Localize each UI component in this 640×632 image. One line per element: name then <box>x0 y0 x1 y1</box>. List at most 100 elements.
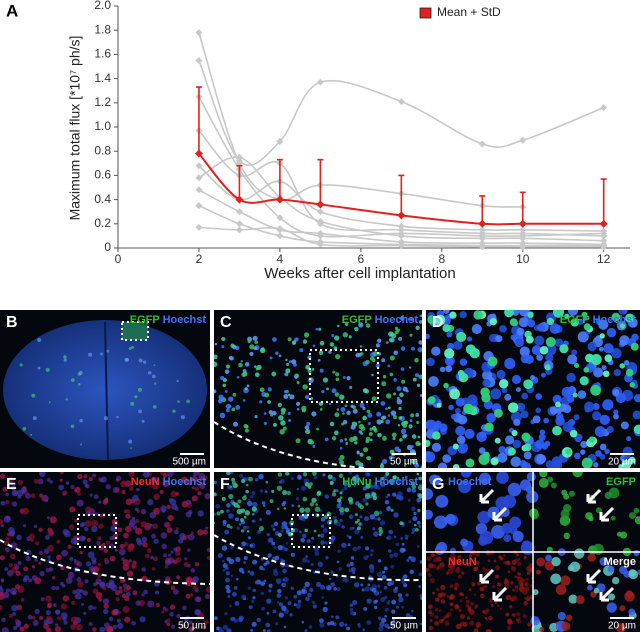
cell <box>599 557 609 566</box>
cell <box>362 388 368 393</box>
cell <box>65 577 73 584</box>
cell <box>0 578 5 582</box>
marker <box>195 223 203 231</box>
cell <box>258 473 264 480</box>
cell <box>185 593 191 599</box>
cell <box>78 535 86 542</box>
cell <box>454 604 460 610</box>
cell <box>416 383 421 387</box>
cell <box>141 593 145 597</box>
cell <box>517 561 522 566</box>
cell <box>523 379 534 390</box>
cell <box>39 493 44 498</box>
cell <box>313 529 317 533</box>
cell <box>5 492 9 497</box>
cell <box>442 324 451 333</box>
micrograph <box>214 310 422 468</box>
cell <box>593 587 600 594</box>
cell <box>314 506 321 513</box>
cell <box>518 581 524 587</box>
cell <box>179 533 186 540</box>
cell <box>368 431 373 436</box>
cell <box>598 346 604 352</box>
cell <box>71 600 76 605</box>
cell <box>132 494 139 502</box>
cell <box>607 565 615 573</box>
marker <box>600 104 608 112</box>
cell <box>454 582 460 588</box>
cell <box>514 575 517 578</box>
cell <box>398 416 403 420</box>
cell <box>348 514 354 520</box>
y-tick-label: 1.2 <box>94 95 111 109</box>
cell <box>342 419 348 425</box>
cell <box>511 566 517 572</box>
cell <box>304 528 308 533</box>
cell <box>515 618 519 622</box>
cell <box>8 563 13 568</box>
stain-name: Hoechst <box>163 314 207 326</box>
cell <box>501 387 508 394</box>
cell <box>458 608 462 612</box>
cell <box>117 622 124 630</box>
cell <box>428 625 434 631</box>
cell <box>621 459 632 468</box>
cell <box>38 550 44 556</box>
cell <box>234 601 240 606</box>
cell <box>305 429 311 435</box>
cell <box>322 606 328 613</box>
cell <box>545 336 556 347</box>
cell <box>10 485 17 491</box>
cell <box>358 625 361 628</box>
cell <box>309 482 313 486</box>
cell <box>338 567 342 571</box>
marker <box>194 149 203 158</box>
cell <box>414 462 420 468</box>
cell <box>102 499 108 505</box>
cell <box>428 604 433 609</box>
cell <box>513 418 521 427</box>
cell <box>581 311 588 318</box>
cell <box>221 559 225 563</box>
cell <box>37 366 41 370</box>
cell <box>370 549 374 553</box>
cell <box>241 594 247 600</box>
arrow <box>479 488 495 504</box>
cell <box>63 355 67 359</box>
cell <box>281 605 287 611</box>
cell <box>11 590 17 596</box>
cell <box>346 626 350 631</box>
marker <box>276 214 284 222</box>
cell <box>104 557 109 562</box>
cell <box>480 387 490 397</box>
cell <box>458 480 472 494</box>
cell <box>480 593 485 599</box>
cell <box>46 627 52 632</box>
cell <box>77 581 84 588</box>
cell <box>344 438 348 441</box>
cell <box>96 540 101 546</box>
stain-name: Hoechst <box>375 314 419 326</box>
cell <box>167 514 174 522</box>
cell <box>162 473 168 478</box>
cell <box>628 569 639 580</box>
cell <box>144 544 148 548</box>
cell <box>585 512 593 520</box>
cell <box>315 327 319 331</box>
cell <box>324 494 330 499</box>
cell <box>587 341 597 352</box>
cell <box>399 521 404 526</box>
cell <box>296 590 302 596</box>
cell <box>429 578 435 583</box>
cell <box>620 421 629 430</box>
cell <box>473 593 477 596</box>
cell <box>348 335 352 339</box>
cell <box>389 553 394 559</box>
cell <box>102 598 110 605</box>
cell <box>282 426 287 431</box>
cell <box>380 419 384 424</box>
cell <box>372 351 378 357</box>
cell <box>443 382 449 389</box>
cell <box>395 605 400 609</box>
cell <box>124 616 131 623</box>
